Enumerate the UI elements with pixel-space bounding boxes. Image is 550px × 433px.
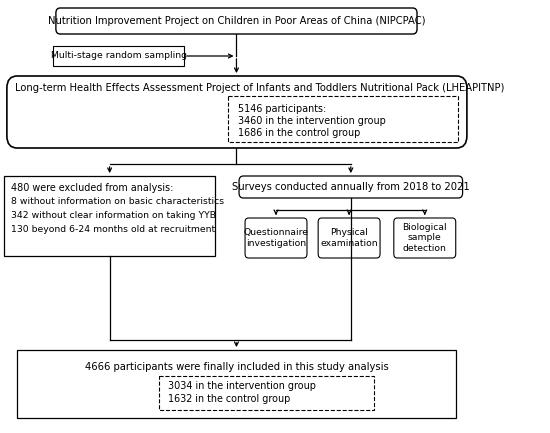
Text: 1632 in the control group: 1632 in the control group	[168, 394, 290, 404]
Text: Physical
examination: Physical examination	[320, 228, 378, 248]
Text: Long-term Health Effects Assessment Project of Infants and Toddlers Nutritional : Long-term Health Effects Assessment Proj…	[15, 83, 505, 93]
FancyBboxPatch shape	[239, 176, 463, 198]
Text: 342 without clear information on taking YYB: 342 without clear information on taking …	[11, 211, 216, 220]
Text: 5146 participants:: 5146 participants:	[238, 104, 327, 114]
Text: Biological
sample
detection: Biological sample detection	[403, 223, 447, 253]
Bar	[159, 376, 374, 410]
Text: 480 were excluded from analysis:: 480 were excluded from analysis:	[11, 183, 174, 193]
FancyBboxPatch shape	[394, 218, 456, 258]
Text: 3034 in the intervention group: 3034 in the intervention group	[168, 381, 316, 391]
Text: Multi-stage random sampling: Multi-stage random sampling	[51, 52, 186, 61]
FancyBboxPatch shape	[7, 76, 467, 148]
Text: 1686 in the control group: 1686 in the control group	[238, 128, 360, 138]
Text: 4666 participants were finally included in this study analysis: 4666 participants were finally included …	[85, 362, 388, 372]
Bar	[53, 46, 184, 66]
Text: 3460 in the intervention group: 3460 in the intervention group	[238, 116, 386, 126]
Bar	[4, 176, 215, 256]
Text: 8 without information on basic characteristics: 8 without information on basic character…	[11, 197, 224, 206]
Text: Nutrition Improvement Project on Children in Poor Areas of China (NIPCPAC): Nutrition Improvement Project on Childre…	[48, 16, 425, 26]
Text: Surveys conducted annually from 2018 to 2021: Surveys conducted annually from 2018 to …	[232, 182, 470, 192]
FancyBboxPatch shape	[56, 8, 417, 34]
Bar	[228, 96, 458, 142]
Text: 130 beyond 6-24 months old at recruitment: 130 beyond 6-24 months old at recruitmen…	[11, 225, 215, 234]
FancyBboxPatch shape	[318, 218, 380, 258]
Bar	[17, 350, 456, 418]
FancyBboxPatch shape	[245, 218, 307, 258]
Text: Questionnaire
investigation: Questionnaire investigation	[244, 228, 309, 248]
